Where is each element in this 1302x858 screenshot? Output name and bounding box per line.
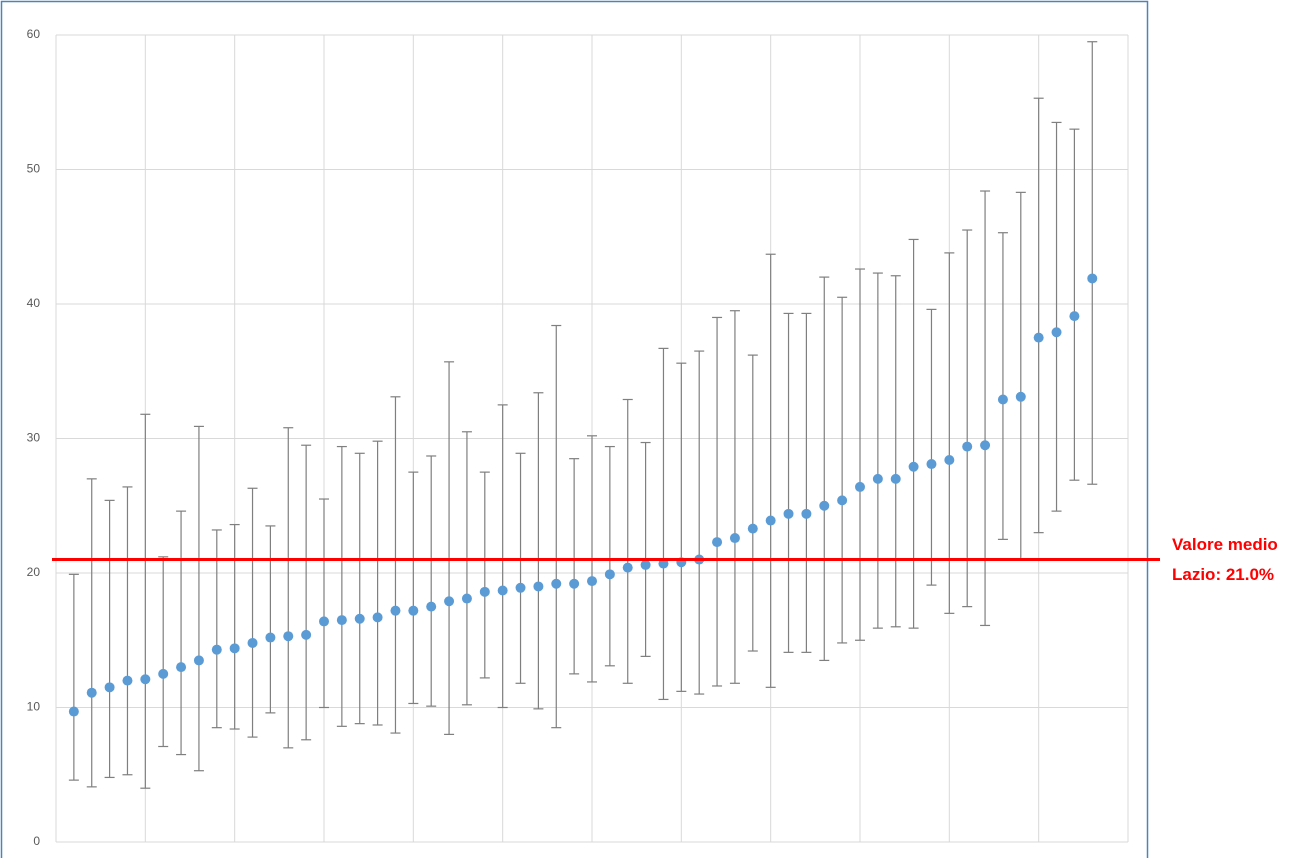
point <box>68 706 79 717</box>
point <box>712 537 723 548</box>
y-tick-label: 0 <box>33 834 40 848</box>
point <box>497 585 508 596</box>
point <box>515 582 526 593</box>
point <box>622 562 633 573</box>
chart-frame <box>0 0 1149 858</box>
point <box>944 455 955 466</box>
point <box>122 675 133 686</box>
point <box>908 461 919 472</box>
point <box>372 612 383 623</box>
reference-label: Valore medio <box>1172 535 1278 554</box>
point <box>158 668 169 679</box>
point <box>997 394 1008 405</box>
point <box>962 441 973 452</box>
point <box>980 440 991 451</box>
y-tick-label: 40 <box>27 296 41 310</box>
point <box>551 578 562 589</box>
point <box>140 674 151 685</box>
point <box>587 576 597 587</box>
y-tick-label: 20 <box>27 565 41 579</box>
point <box>354 613 365 624</box>
point <box>1069 311 1080 322</box>
point <box>390 605 401 616</box>
point <box>890 473 901 484</box>
point <box>336 615 347 626</box>
point <box>658 558 669 569</box>
point <box>1051 327 1062 338</box>
point <box>604 569 615 580</box>
point <box>319 616 329 627</box>
point <box>479 586 490 597</box>
point <box>926 459 937 470</box>
point <box>729 533 740 544</box>
point <box>1087 273 1098 284</box>
point <box>104 682 115 693</box>
point <box>765 515 776 526</box>
point <box>301 629 312 640</box>
point <box>426 601 437 612</box>
point <box>176 662 187 673</box>
point <box>408 605 419 616</box>
reference-label: Lazio: 21.0% <box>1172 565 1274 584</box>
point <box>193 655 204 666</box>
point <box>569 578 580 589</box>
y-tick-label: 60 <box>27 27 41 41</box>
y-tick-label: 50 <box>27 162 41 176</box>
point <box>801 508 812 519</box>
point <box>640 559 651 570</box>
point <box>855 481 865 492</box>
y-tick-label: 10 <box>27 700 41 714</box>
point <box>1015 391 1026 402</box>
point <box>1033 332 1044 343</box>
point <box>461 593 472 604</box>
point <box>533 581 544 592</box>
point <box>747 523 758 534</box>
y-tick-label: 30 <box>27 431 41 445</box>
point <box>86 687 97 698</box>
point <box>819 500 830 511</box>
point <box>247 637 258 648</box>
point <box>872 473 883 484</box>
point <box>265 632 276 643</box>
point <box>229 643 240 654</box>
point <box>211 644 222 655</box>
point <box>837 495 848 506</box>
point <box>783 508 794 519</box>
point <box>283 631 294 642</box>
point <box>444 596 455 607</box>
